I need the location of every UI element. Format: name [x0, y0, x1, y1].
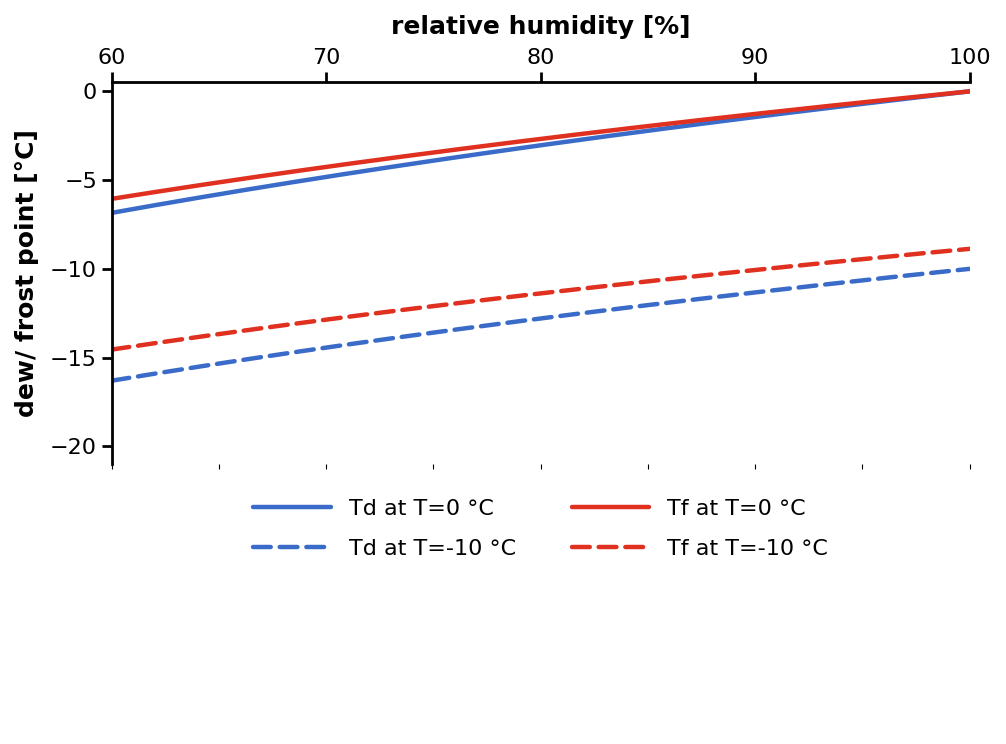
- Y-axis label: dew/ frost point [°C]: dew/ frost point [°C]: [15, 129, 39, 417]
- X-axis label: relative humidity [%]: relative humidity [%]: [391, 15, 690, 39]
- Legend: Td at T=0 °C, Td at T=-10 °C, Tf at T=0 °C, Tf at T=-10 °C: Td at T=0 °C, Td at T=-10 °C, Tf at T=0 …: [244, 490, 837, 568]
